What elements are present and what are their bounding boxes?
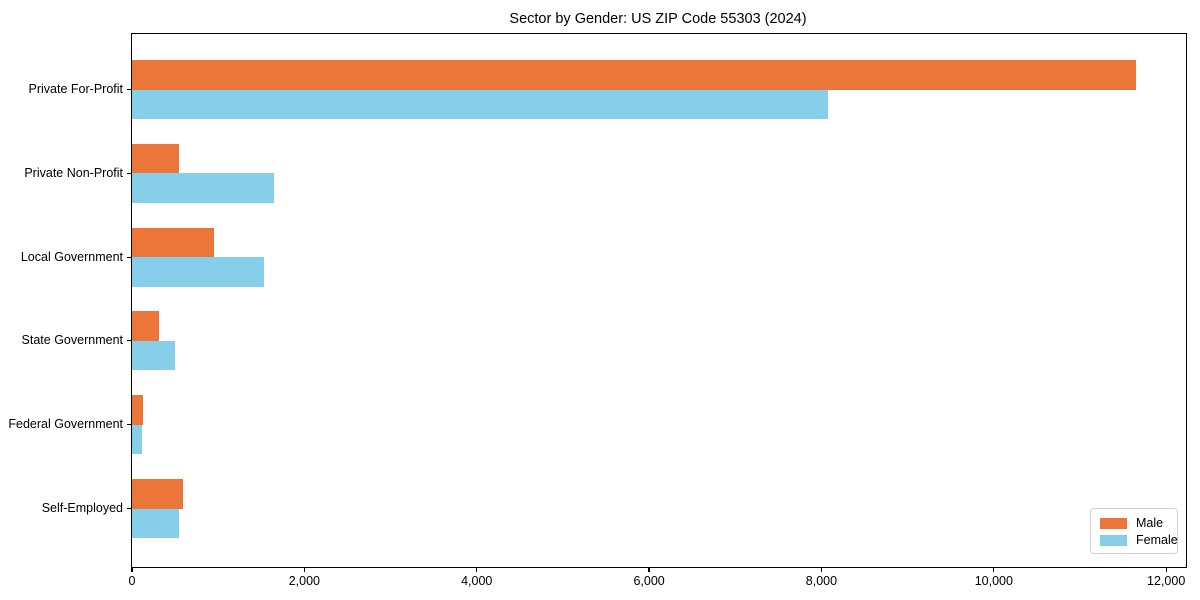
legend-label-female: Female: [1136, 532, 1178, 547]
plot-area: Private For-Profit Private Non-Profit Loca…: [8, 33, 1187, 587]
y-axis-tick: [127, 340, 132, 342]
x-axis-tick: [131, 567, 133, 572]
x-axis-tick: [476, 567, 478, 572]
legend: Male Female: [1090, 508, 1178, 554]
x-axis-tick: [993, 567, 995, 572]
bar-male-0: [132, 60, 1136, 90]
y-axis-tick: [127, 256, 132, 258]
x-axis-tick-label-2: 4,000: [461, 574, 493, 588]
y-axis-tick: [127, 507, 132, 510]
bar-female-4: [132, 424, 142, 455]
bar-male-2: [132, 227, 214, 258]
y-axis-tick: [127, 424, 132, 426]
y-axis-label-1: Private Non-Profit: [24, 165, 123, 180]
bar-female-2: [132, 257, 264, 287]
y-axis-label-4: Federal Government: [8, 417, 123, 432]
x-axis-tick-label-1: 2,000: [288, 574, 320, 588]
x-axis-tick-label-6: 12,000: [1147, 574, 1186, 588]
bar-male-3: [132, 311, 159, 341]
y-axis-label-2: Local Government: [20, 249, 123, 264]
y-axis-tick: [127, 172, 132, 174]
legend-swatch-female: [1100, 534, 1127, 546]
y-axis-label-5: Self-Employed: [41, 501, 123, 515]
y-axis-label-3: State Government: [21, 333, 123, 348]
legend-row-female: Female: [1100, 533, 1178, 547]
x-axis-tick-label-3: 6,000: [633, 574, 665, 588]
legend-swatch-male: [1100, 517, 1127, 529]
chart-title: Sector by Gender: US ZIP Code 55303 (202…: [509, 11, 807, 27]
y-axis-tick: [127, 88, 132, 91]
legend-label-male: Male: [1136, 515, 1164, 530]
x-axis-tick-label-4: 8,000: [805, 574, 838, 588]
y-axis-label-0: Private For-Profit: [28, 82, 123, 96]
bar-female-3: [132, 340, 176, 371]
x-axis-tick: [820, 567, 823, 572]
bar-female-0: [132, 89, 829, 119]
x-axis-tick: [303, 567, 305, 572]
bar-female-5: [132, 508, 179, 538]
x-axis-tick-label-5: 10,000: [974, 574, 1013, 588]
bar-male-4: [132, 395, 143, 425]
x-axis-tick: [1165, 567, 1167, 572]
legend-row-male: Male: [1100, 516, 1168, 530]
x-axis-tick-label-0: 0: [128, 574, 136, 588]
x-axis-tick: [648, 567, 650, 572]
bar-male-5: [132, 479, 183, 509]
bar-male-1: [132, 143, 180, 174]
bar-female-1: [132, 173, 275, 203]
